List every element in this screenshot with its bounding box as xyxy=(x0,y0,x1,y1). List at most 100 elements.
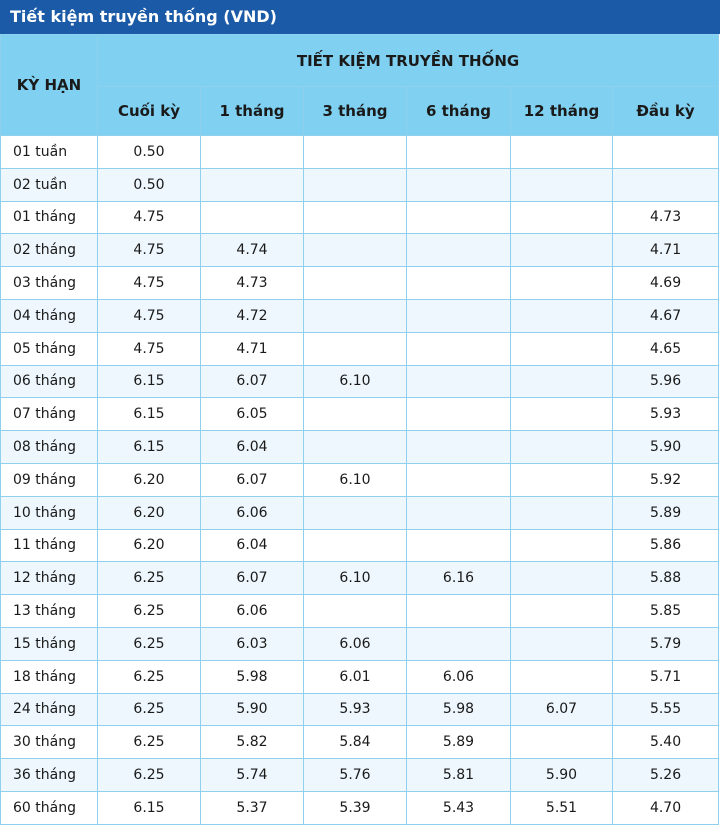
rate-cell: 6.10 xyxy=(303,364,407,399)
term-cell: 10 tháng xyxy=(0,495,98,530)
term-cell: 04 tháng xyxy=(0,298,98,333)
term-cell: 15 tháng xyxy=(0,626,98,661)
rate-cell: 5.90 xyxy=(200,692,304,727)
term-cell: 05 tháng xyxy=(0,331,98,366)
rate-cell xyxy=(510,594,613,628)
rate-cell: 5.88 xyxy=(611,561,720,596)
rate-cell: 4.73 xyxy=(200,266,304,300)
rate-cell: 6.01 xyxy=(303,659,407,694)
rate-cell: 5.37 xyxy=(200,790,304,825)
rate-cell: 0.50 xyxy=(97,167,201,202)
rate-cell: 6.05 xyxy=(200,397,304,432)
rate-cell xyxy=(406,495,511,530)
rate-cell: 6.25 xyxy=(97,594,201,628)
table-row: 10 tháng 6.20 6.06 5.89 xyxy=(0,495,720,530)
rate-cell xyxy=(406,364,511,399)
rate-cell: 5.74 xyxy=(200,758,304,792)
header-row: KỲ HẠN TIẾT KIỆM TRUYỀN THỐNG xyxy=(0,34,720,136)
rate-cell: 4.67 xyxy=(611,298,720,333)
rate-cell: 6.25 xyxy=(97,626,201,661)
rate-cell: 5.82 xyxy=(200,725,304,760)
column-header: Đầu kỳ xyxy=(611,86,720,136)
rate-cell: 6.15 xyxy=(97,790,201,825)
rate-cell xyxy=(510,561,613,596)
column-header: Cuối kỳ xyxy=(97,86,201,136)
rate-cell: 5.90 xyxy=(611,430,720,464)
rate-cell xyxy=(406,298,511,333)
rate-cell: 5.81 xyxy=(406,758,511,792)
rate-cell xyxy=(200,200,304,235)
term-cell: 11 tháng xyxy=(0,528,98,563)
rate-cell xyxy=(406,135,511,169)
term-cell: 02 tháng xyxy=(0,233,98,268)
rate-cell: 6.06 xyxy=(406,659,511,694)
rate-cell xyxy=(611,167,720,202)
rate-cell xyxy=(510,659,613,694)
rate-cell xyxy=(303,594,407,628)
term-cell: 60 tháng xyxy=(0,790,98,825)
rate-cell: 5.85 xyxy=(611,594,720,628)
term-cell: 07 tháng xyxy=(0,397,98,432)
rate-cell xyxy=(510,364,613,399)
rate-cell xyxy=(510,462,613,497)
rate-cell: 4.75 xyxy=(97,298,201,333)
rate-cell: 6.20 xyxy=(97,462,201,497)
rate-cell xyxy=(303,233,407,268)
rate-cell: 6.16 xyxy=(406,561,511,596)
rate-cell: 4.69 xyxy=(611,266,720,300)
rate-cell xyxy=(510,528,613,563)
table-row: 08 tháng 6.15 6.04 5.90 xyxy=(0,430,720,464)
rate-cell xyxy=(303,135,407,169)
table-row: 15 tháng 6.25 6.03 6.06 5.79 xyxy=(0,626,720,661)
rate-cell: 4.72 xyxy=(200,298,304,333)
rate-cell: 6.06 xyxy=(200,594,304,628)
rate-cell: 6.04 xyxy=(200,528,304,563)
header-row: Cuối kỳ 1 tháng 3 tháng 6 tháng 12 tháng Đầu … xyxy=(1,86,720,136)
rate-cell xyxy=(303,298,407,333)
term-cell: 06 tháng xyxy=(0,364,98,399)
table-row: 06 tháng 6.15 6.07 6.10 5.96 xyxy=(0,364,720,399)
table-row: 60 tháng 6.15 5.37 5.39 5.43 5.51 4.70 xyxy=(0,790,720,825)
table-row: 13 tháng 6.25 6.06 5.85 xyxy=(0,594,720,628)
rate-cell xyxy=(303,397,407,432)
group-header: TIẾT KIỆM TRUYỀN THỐNG xyxy=(96,34,720,87)
rate-cell xyxy=(303,528,407,563)
rate-cell: 5.93 xyxy=(303,692,407,727)
rate-cell xyxy=(303,495,407,530)
rate-cell: 5.43 xyxy=(406,790,511,825)
rate-cell: 5.79 xyxy=(611,626,720,661)
table-row: 11 tháng 6.20 6.04 5.86 xyxy=(0,528,720,563)
rate-cell: 6.03 xyxy=(200,626,304,661)
rate-cell xyxy=(406,528,511,563)
rate-cell: 4.75 xyxy=(97,331,201,366)
rate-cell: 5.89 xyxy=(406,725,511,760)
rate-cell xyxy=(303,167,407,202)
table-row: 12 tháng 6.25 6.07 6.10 6.16 5.88 xyxy=(0,561,720,596)
term-cell: 01 tuần xyxy=(0,135,98,169)
rate-cell: 5.93 xyxy=(611,397,720,432)
rate-cell: 4.75 xyxy=(97,233,201,268)
rate-cell: 6.07 xyxy=(200,462,304,497)
table-row: 18 tháng 6.25 5.98 6.01 6.06 5.71 xyxy=(0,659,720,694)
term-cell: 12 tháng xyxy=(0,561,98,596)
rate-cell: 4.71 xyxy=(200,331,304,366)
rate-cell: 6.25 xyxy=(97,561,201,596)
rate-cell: 6.25 xyxy=(97,758,201,792)
term-cell: 01 tháng xyxy=(0,200,98,235)
rate-cell xyxy=(510,725,613,760)
term-cell: 08 tháng xyxy=(0,430,98,464)
table-row: 05 tháng 4.75 4.71 4.65 xyxy=(0,331,720,366)
rate-table: KỲ HẠN TIẾT KIỆM TRUYỀN THỐNG Cuối kỳ 1 t… xyxy=(0,34,720,825)
rate-cell: 5.98 xyxy=(406,692,511,727)
rate-cell: 6.04 xyxy=(200,430,304,464)
rate-cell: 5.96 xyxy=(611,364,720,399)
rate-cell: 5.40 xyxy=(611,725,720,760)
term-header: KỲ HẠN xyxy=(0,34,98,136)
rate-cell xyxy=(510,135,613,169)
rate-cell xyxy=(303,331,407,366)
rate-cell: 6.20 xyxy=(97,528,201,563)
term-cell: 02 tuần xyxy=(0,167,98,202)
rate-cell: 6.07 xyxy=(200,561,304,596)
table-row: 09 tháng 6.20 6.07 6.10 5.92 xyxy=(0,462,720,497)
rate-cell: 5.92 xyxy=(611,462,720,497)
